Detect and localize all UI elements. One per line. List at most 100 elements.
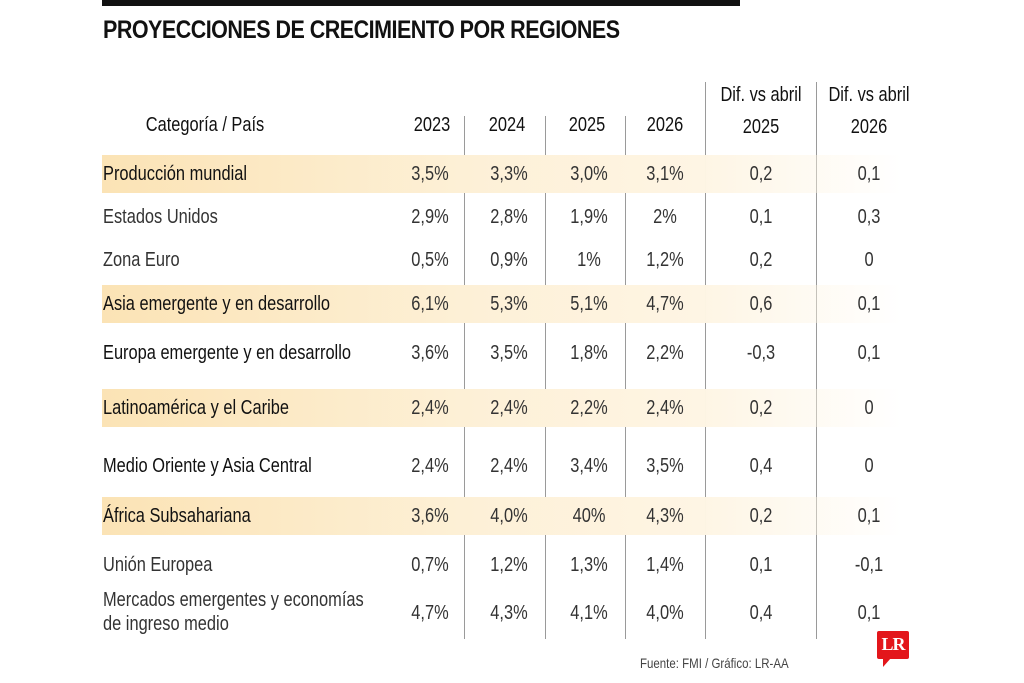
value-2026: 1,2%	[646, 249, 684, 271]
lr-logo-icon: LR	[877, 631, 909, 667]
value-2023: 0,5%	[411, 249, 449, 271]
value-2026: 3,5%	[646, 455, 684, 477]
column-divider	[625, 116, 626, 639]
table-row: Unión Europea 0,7% 1,2% 1,3% 1,4% 0,1 -0,1	[102, 546, 902, 584]
value-2025: 1%	[577, 249, 601, 271]
value-2025: 40%	[572, 505, 606, 527]
value-2026: 4,0%	[646, 602, 684, 624]
row-label: Mercados emergentes y economías de ingres…	[103, 588, 364, 635]
row-label: Latinoamérica y el Caribe	[103, 397, 289, 419]
column-divider	[464, 116, 465, 639]
value-2024: 2,8%	[490, 206, 528, 228]
value-2023: 3,6%	[411, 342, 449, 364]
header-dif-2026-line2: 2026	[850, 116, 888, 138]
value-dif-2026: 0,1	[857, 163, 881, 185]
row-label: África Subsahariana	[103, 505, 251, 527]
value-dif-2025: -0,3	[746, 342, 776, 364]
value-2025: 1,3%	[570, 554, 608, 576]
value-dif-2025: 0,4	[749, 455, 773, 477]
value-dif-2026: 0,1	[857, 342, 881, 364]
row-label: Estados Unidos	[103, 206, 218, 228]
header-dif-2025-line2: 2025	[742, 116, 780, 138]
value-dif-2025: 0,6	[749, 293, 773, 315]
value-dif-2025: 0,2	[749, 505, 773, 527]
value-dif-2026: 0,1	[857, 602, 881, 624]
header-2026: 2026	[646, 114, 684, 136]
value-2023: 3,6%	[411, 505, 449, 527]
value-2026: 1,4%	[646, 554, 684, 576]
value-2025: 1,9%	[570, 206, 608, 228]
value-2024: 2,4%	[490, 397, 528, 419]
table-row: Medio Oriente y Asia Central 2,4% 2,4% 3,4%…	[102, 447, 902, 485]
value-2025: 3,4%	[570, 455, 608, 477]
value-2025: 1,8%	[570, 342, 608, 364]
value-dif-2025: 0,1	[749, 554, 773, 576]
header-2025: 2025	[568, 114, 606, 136]
row-label: Medio Oriente y Asia Central	[103, 455, 312, 477]
row-label-line1: Mercados emergentes y economías	[103, 589, 364, 611]
value-dif-2026: 0,3	[857, 206, 881, 228]
column-divider	[545, 116, 546, 639]
row-label-line2: de ingreso medio	[103, 613, 229, 635]
value-2024: 3,5%	[490, 342, 528, 364]
table-row: Producción mundial 3,5% 3,3% 3,0% 3,1% 0,2 0,1	[102, 155, 902, 193]
row-label: Europa emergente y en desarrollo	[103, 342, 351, 364]
table-row: Europa emergente y en desarrollo 3,6% 3,5%…	[102, 334, 902, 372]
value-2026: 2,2%	[646, 342, 684, 364]
value-2026: 4,3%	[646, 505, 684, 527]
value-2023: 4,7%	[411, 602, 449, 624]
value-2023: 6,1%	[411, 293, 449, 315]
header-2024: 2024	[488, 114, 526, 136]
value-2024: 4,3%	[490, 602, 528, 624]
table-row: Estados Unidos 2,9% 2,8% 1,9% 2% 0,1 0,3	[102, 198, 902, 236]
value-2025: 5,1%	[570, 293, 608, 315]
value-2026: 4,7%	[646, 293, 684, 315]
table-row: África Subsahariana 3,6% 4,0% 40% 4,3% 0,2 0,1	[102, 497, 902, 535]
chart-title: PROYECCIONES DE CRECIMIENTO POR REGIONES	[103, 16, 620, 44]
row-label: Zona Euro	[103, 249, 180, 271]
table-row: Asia emergente y en desarrollo 6,1% 5,3% 5,…	[102, 285, 902, 323]
value-2025: 2,2%	[570, 397, 608, 419]
value-2026: 2,4%	[646, 397, 684, 419]
value-2024: 5,3%	[490, 293, 528, 315]
value-dif-2026: -0,1	[854, 554, 884, 576]
value-dif-2026: 0	[864, 249, 874, 271]
column-divider	[705, 82, 706, 639]
row-label: Producción mundial	[103, 163, 248, 185]
title-rule	[102, 0, 740, 6]
header-2023: 2023	[413, 114, 451, 136]
value-2024: 0,9%	[490, 249, 528, 271]
value-2023: 2,9%	[411, 206, 449, 228]
value-dif-2025: 0,2	[749, 163, 773, 185]
value-2023: 3,5%	[411, 163, 449, 185]
header-category: Categoría / País	[145, 114, 265, 136]
table-row: Mercados emergentes y economías de ingres…	[102, 589, 902, 635]
value-2023: 0,7%	[411, 554, 449, 576]
table-row: Latinoamérica y el Caribe 2,4% 2,4% 2,2% 2,4…	[102, 389, 902, 427]
value-2023: 2,4%	[411, 397, 449, 419]
column-divider	[816, 82, 817, 639]
value-dif-2026: 0	[864, 455, 874, 477]
value-dif-2025: 0,4	[749, 602, 773, 624]
value-2024: 2,4%	[490, 455, 528, 477]
header-dif-2026-line1: Dif. vs abril	[828, 84, 910, 106]
value-dif-2025: 0,2	[749, 397, 773, 419]
value-2025: 3,0%	[570, 163, 608, 185]
source-note: Fuente: FMI / Gráfico: LR-AA	[640, 655, 789, 671]
logo-text: LR	[881, 634, 905, 654]
header-dif-2025-line1: Dif. vs abril	[720, 84, 802, 106]
value-2024: 1,2%	[490, 554, 528, 576]
value-dif-2025: 0,1	[749, 206, 773, 228]
value-dif-2026: 0,1	[857, 505, 881, 527]
value-2025: 4,1%	[570, 602, 608, 624]
value-dif-2025: 0,2	[749, 249, 773, 271]
table-row: Zona Euro 0,5% 0,9% 1% 1,2% 0,2 0	[102, 241, 902, 279]
value-2026: 2%	[653, 206, 677, 228]
value-dif-2026: 0,1	[857, 293, 881, 315]
value-2024: 3,3%	[490, 163, 528, 185]
row-label: Unión Europea	[103, 554, 213, 576]
value-dif-2026: 0	[864, 397, 874, 419]
value-2026: 3,1%	[646, 163, 684, 185]
value-2024: 4,0%	[490, 505, 528, 527]
value-2023: 2,4%	[411, 455, 449, 477]
